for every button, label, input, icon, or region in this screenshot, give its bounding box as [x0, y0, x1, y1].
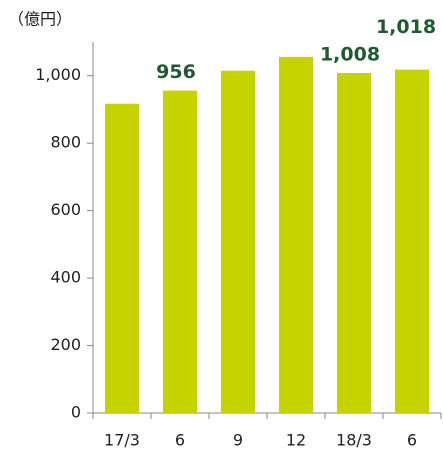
y-tick-label: 800	[50, 133, 81, 152]
y-tick-label: 400	[50, 268, 81, 287]
bar	[337, 73, 371, 414]
x-tick-label: 6	[175, 431, 185, 450]
x-tick-label: 9	[233, 431, 243, 450]
x-tick-label: 17/3	[104, 431, 140, 450]
value-label: 956	[156, 61, 196, 83]
y-axis-label: （億円）	[8, 10, 72, 29]
y-tick-label: 200	[50, 335, 81, 354]
value-label: 1,008	[320, 44, 380, 66]
x-tick-label: 18/3	[336, 431, 372, 450]
bar	[163, 90, 197, 414]
bar	[395, 69, 429, 413]
y-tick-label: 600	[50, 200, 81, 219]
bar	[279, 56, 313, 414]
x-tick-label: 6	[407, 431, 417, 450]
bar	[221, 70, 255, 413]
y-tick-label: 0	[71, 403, 81, 422]
x-tick-label: 12	[286, 431, 306, 450]
value-label: 1,018	[376, 16, 436, 38]
y-tick-label: 1,000	[35, 65, 81, 84]
bar	[105, 103, 139, 413]
